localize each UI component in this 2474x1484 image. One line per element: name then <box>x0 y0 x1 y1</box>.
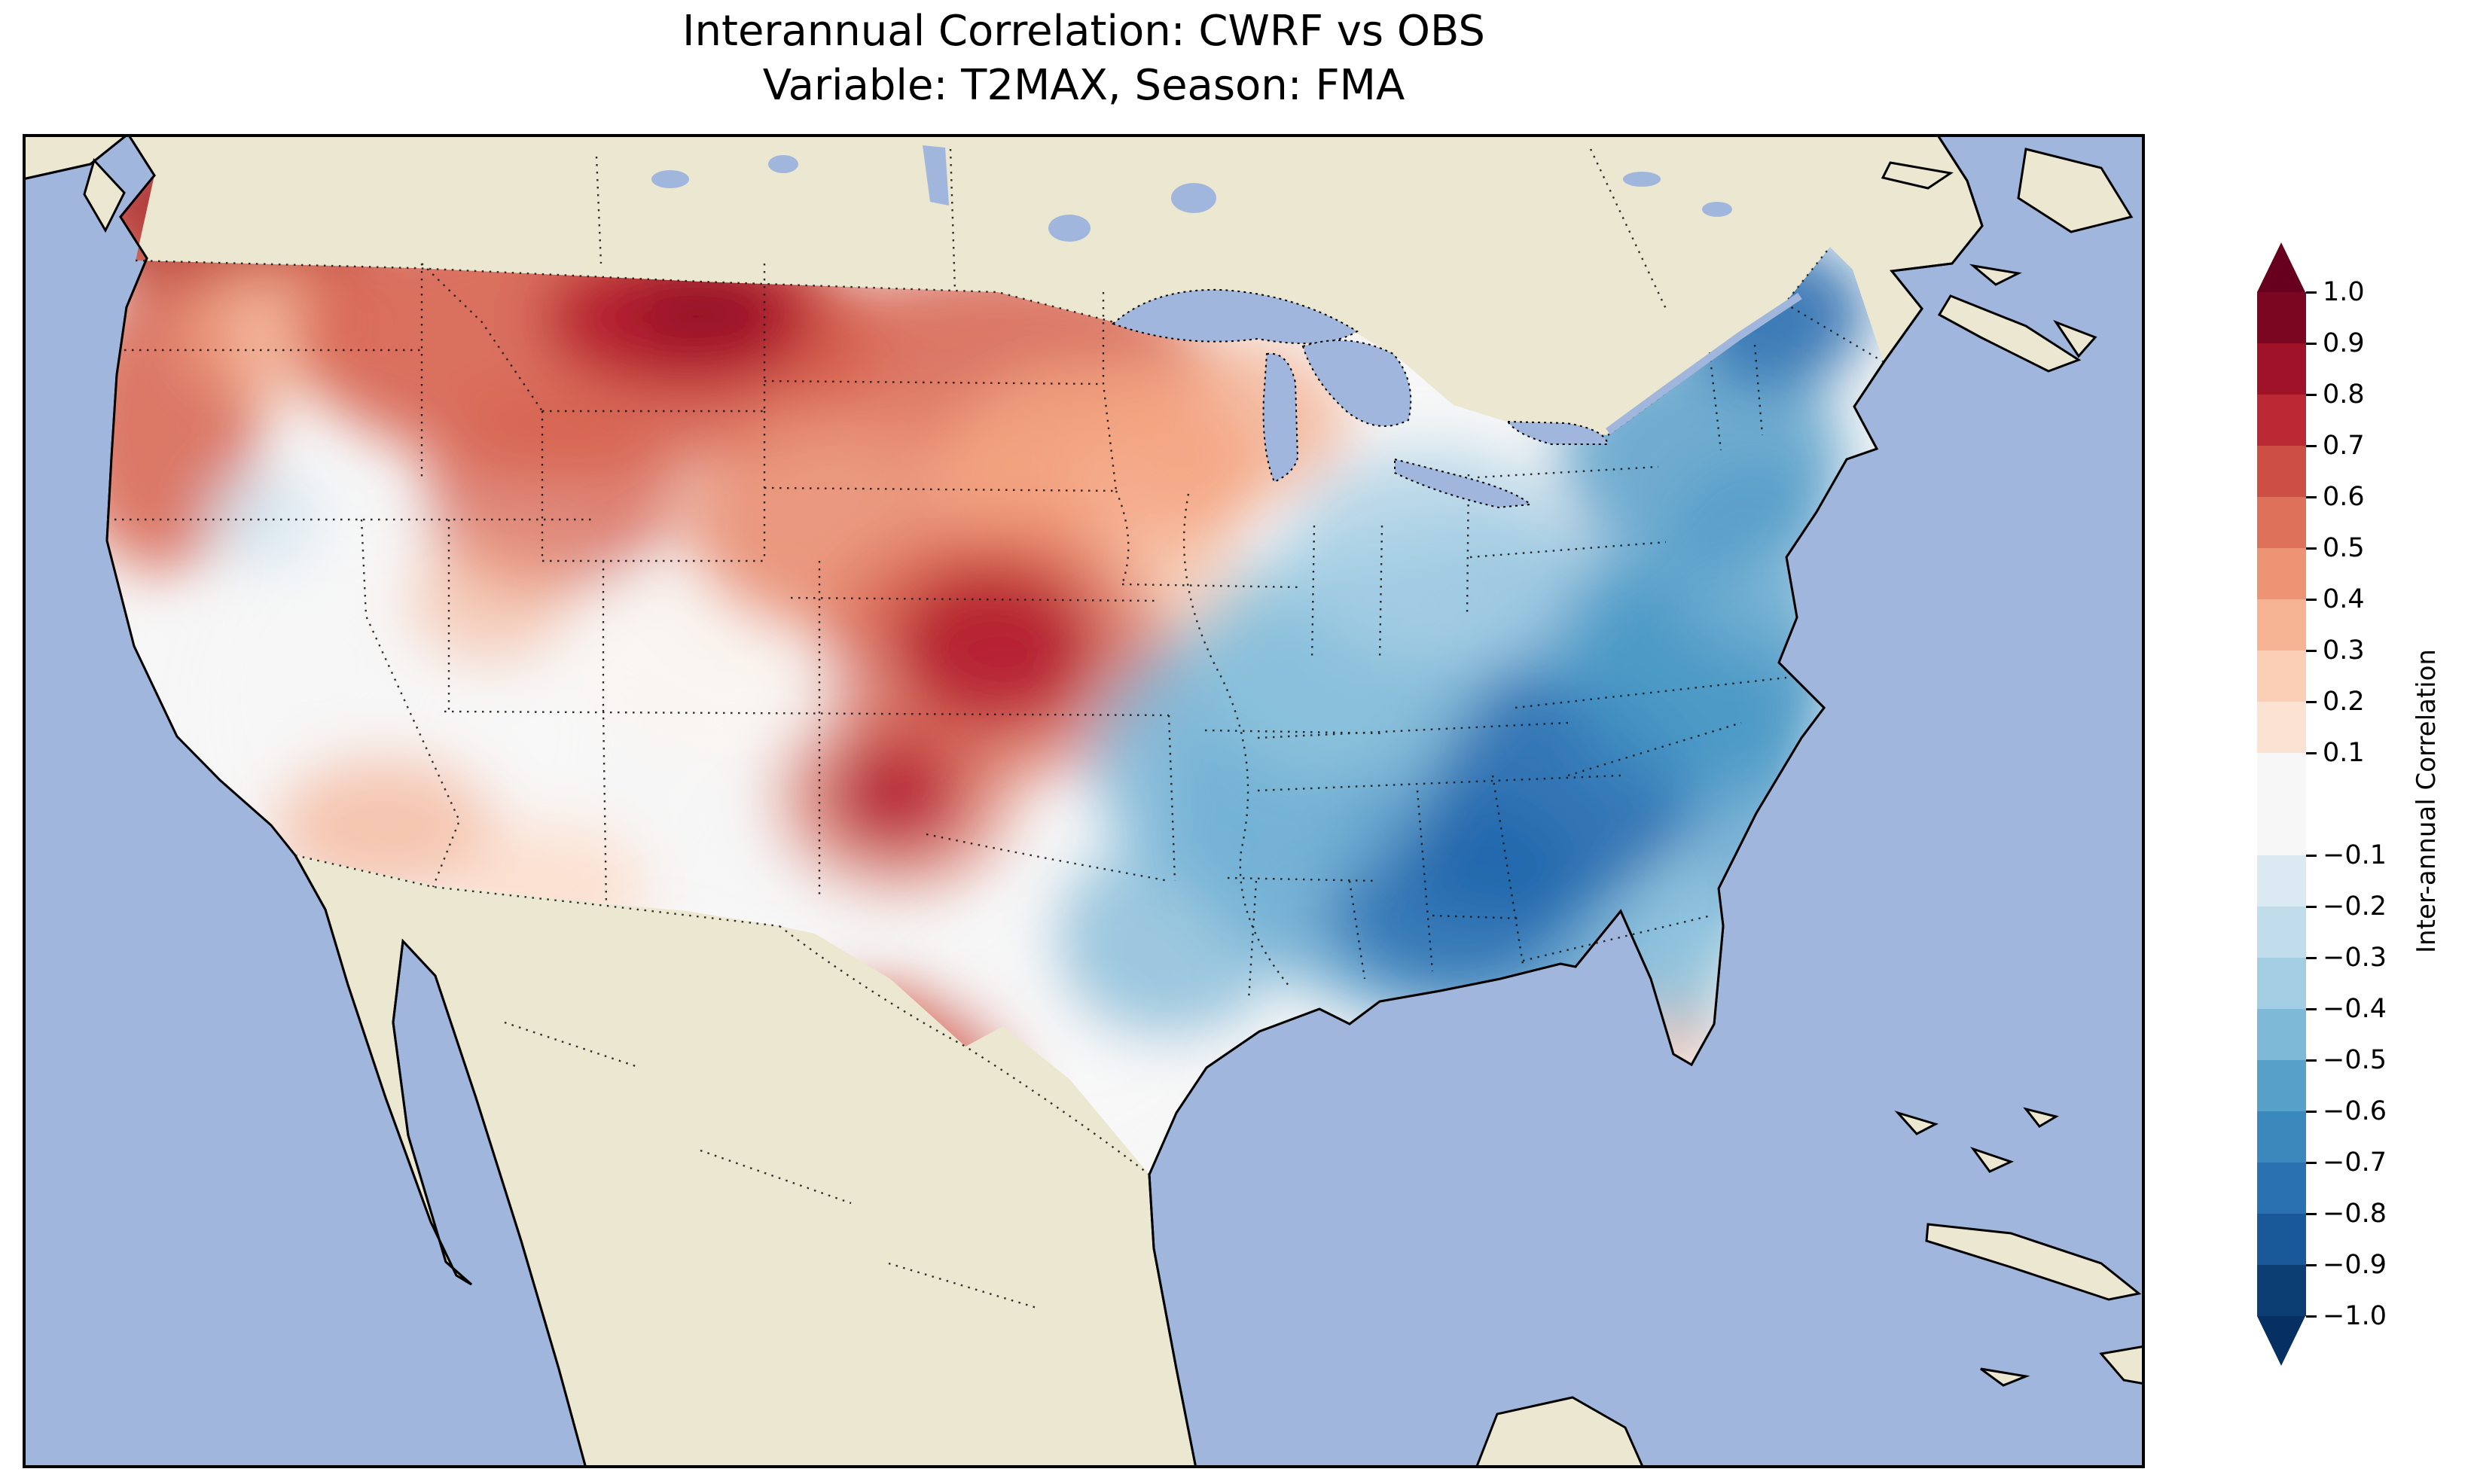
colorbar-segment <box>2257 651 2306 702</box>
colorbar-tick-label: −0.1 <box>2323 840 2387 870</box>
colorbar-tick-mark <box>2306 1161 2317 1164</box>
colorbar-tick-label: 0.3 <box>2323 635 2365 666</box>
colorbar-segment <box>2257 1163 2306 1214</box>
colorbar-segment <box>2257 958 2306 1009</box>
state-borders <box>107 148 1884 1310</box>
figure-subtitle: Variable: T2MAX, Season: FMA <box>762 61 1405 110</box>
colorbar-tick-mark <box>2306 291 2317 294</box>
colorbar-segment <box>2257 343 2306 395</box>
island-nw <box>83 158 126 233</box>
colorbar-tick-label: 0.5 <box>2323 533 2365 563</box>
colorbar-tick-mark <box>2306 649 2317 652</box>
colorbar-tick-mark <box>2306 854 2317 857</box>
colorbar-tick-label: −0.3 <box>2323 943 2387 973</box>
colorbar-segment <box>2257 907 2306 958</box>
colorbar-tick-label: −0.4 <box>2323 994 2387 1024</box>
correlation-field <box>107 175 1868 1175</box>
colorbar-tick-mark <box>2306 700 2317 703</box>
colorbar-tick-label: 0.2 <box>2323 687 2365 717</box>
colorbar-axis-label: Inter-annual Correlation <box>2411 649 2442 953</box>
figure-title-block: Interannual Correlation: CWRF vs OBS Var… <box>23 5 2145 113</box>
map-frame <box>23 134 2145 1468</box>
colorbar-tick-label: 1.0 <box>2323 277 2365 307</box>
coastline-stroke <box>23 134 1984 1468</box>
colorbar-tick-label: 0.6 <box>2323 482 2365 512</box>
colorbar-tick-label: −0.7 <box>2323 1147 2387 1178</box>
colorbar-segment <box>2257 1060 2306 1111</box>
colorbar-segment <box>2257 395 2306 446</box>
colorbar-tick-mark <box>2306 1212 2317 1215</box>
islands-northeast <box>1881 148 2134 373</box>
colorbar-tick-label: −0.2 <box>2323 891 2387 922</box>
colorbar-segment <box>2257 599 2306 651</box>
colorbar-over-arrow <box>2257 242 2305 292</box>
colorbar-tick-mark <box>2306 547 2317 550</box>
correlation-map <box>23 134 2145 1468</box>
colorbar-tick-mark <box>2306 956 2317 959</box>
colorbar-tick-mark <box>2306 1059 2317 1062</box>
colorbar-tick-label: 0.4 <box>2323 584 2365 614</box>
colorbar-tick-label: 0.9 <box>2323 328 2365 358</box>
colorbar-tick-mark <box>2306 393 2317 396</box>
colorbar-tick-label: 0.8 <box>2323 379 2365 410</box>
colorbar-tick-mark <box>2306 1007 2317 1010</box>
colorbar-tick-mark <box>2306 1315 2317 1318</box>
colorbar-segment <box>2257 548 2306 599</box>
colorbar-segment <box>2257 1214 2306 1265</box>
st-lawrence-river <box>1606 292 1802 435</box>
colorbar-segment <box>2257 753 2306 855</box>
colorbar-segment <box>2257 446 2306 497</box>
colorbar-tick-mark <box>2306 495 2317 498</box>
colorbar-tick-mark <box>2306 751 2317 754</box>
yucatan <box>1475 1396 1645 1468</box>
colorbar-segment <box>2257 1111 2306 1163</box>
colorbar-tick-label: −0.8 <box>2323 1199 2387 1229</box>
colorbar-segment <box>2257 702 2306 753</box>
colorbar-tick-label: −1.0 <box>2323 1301 2387 1331</box>
colorbar-segment <box>2257 292 2306 343</box>
great-lakes <box>1112 288 1609 509</box>
colorbar-tick-label: −0.5 <box>2323 1045 2387 1075</box>
colorbar-tick-label: −0.9 <box>2323 1250 2387 1280</box>
colorbar-segment <box>2257 1265 2306 1316</box>
colorbar-tick-label: 0.1 <box>2323 738 2365 768</box>
colorbar-tick-mark <box>2306 598 2317 601</box>
map-panel <box>23 134 2145 1468</box>
canadian-lakes <box>651 145 1732 242</box>
colorbar-segment <box>2257 1009 2306 1060</box>
colorbar-tick-label: 0.7 <box>2323 431 2365 461</box>
colorbar-tick-mark <box>2306 1263 2317 1266</box>
colorbar-tick-label: −0.6 <box>2323 1096 2387 1126</box>
colorbar-tick-mark <box>2306 905 2317 908</box>
colorbar-under-arrow <box>2257 1316 2305 1366</box>
colorbar-segment <box>2257 497 2306 548</box>
colorbar-segment <box>2257 855 2306 907</box>
figure-title: Interannual Correlation: CWRF vs OBS <box>682 7 1485 56</box>
caribbean-islands <box>1894 1107 2145 1387</box>
colorbar-tick-mark <box>2306 342 2317 345</box>
colorbar-tick-mark <box>2306 444 2317 447</box>
colorbar-tick-mark <box>2306 1110 2317 1113</box>
